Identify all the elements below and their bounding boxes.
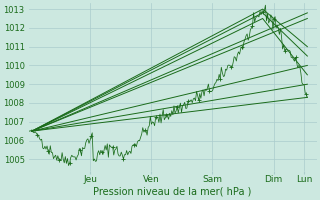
X-axis label: Pression niveau de la mer( hPa ): Pression niveau de la mer( hPa ) (93, 187, 252, 197)
